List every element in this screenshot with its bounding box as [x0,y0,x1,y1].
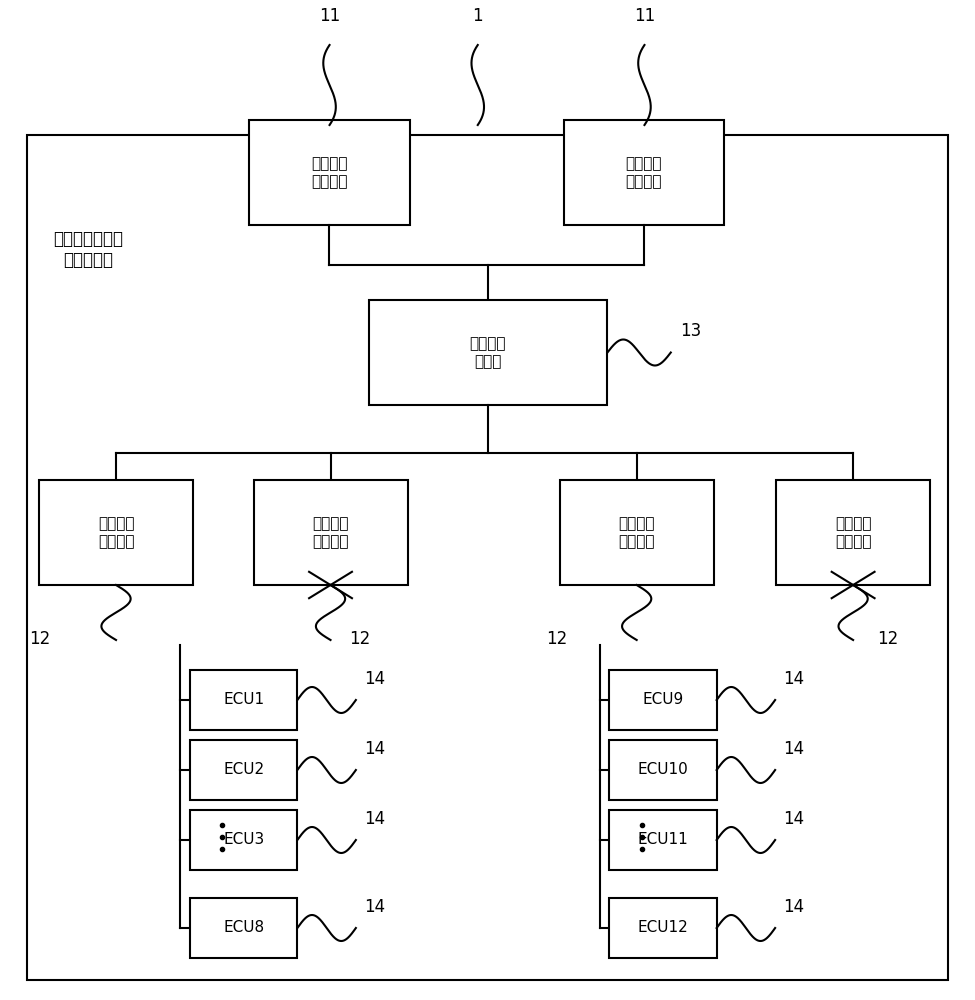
FancyBboxPatch shape [560,480,714,585]
Text: 基于以太网的车
载网关装置: 基于以太网的车 载网关装置 [53,230,123,269]
Text: 11: 11 [634,7,655,25]
Text: 第二类以
太网接口: 第二类以 太网接口 [835,516,872,549]
FancyBboxPatch shape [609,740,717,800]
FancyBboxPatch shape [190,740,297,800]
Text: 第一类以
太网接口: 第一类以 太网接口 [311,156,347,189]
Text: 14: 14 [783,670,804,688]
Text: 14: 14 [364,740,385,758]
Text: ECU11: ECU11 [638,832,688,848]
Text: 14: 14 [364,898,385,916]
Text: 第二类以
太网接口: 第二类以 太网接口 [98,516,135,549]
Text: ECU3: ECU3 [223,832,264,848]
FancyBboxPatch shape [190,670,297,730]
FancyBboxPatch shape [249,120,410,225]
Text: ECU8: ECU8 [223,920,264,936]
FancyBboxPatch shape [190,810,297,870]
Text: ECU9: ECU9 [643,692,683,708]
Text: 1: 1 [473,7,483,25]
Text: ECU12: ECU12 [638,920,688,936]
Text: 14: 14 [364,810,385,828]
FancyBboxPatch shape [609,670,717,730]
Text: 12: 12 [546,630,567,648]
FancyBboxPatch shape [609,898,717,958]
Text: 14: 14 [783,740,804,758]
Text: 14: 14 [783,810,804,828]
Text: 14: 14 [783,898,804,916]
FancyBboxPatch shape [776,480,930,585]
Text: 12: 12 [878,630,899,648]
FancyBboxPatch shape [254,480,408,585]
Text: ECU10: ECU10 [638,762,688,778]
Text: 12: 12 [349,630,371,648]
Text: 14: 14 [364,670,385,688]
Text: 第二类以
太网接口: 第二类以 太网接口 [618,516,655,549]
FancyBboxPatch shape [369,300,607,405]
FancyBboxPatch shape [564,120,724,225]
Text: 13: 13 [681,322,702,340]
Text: 11: 11 [319,7,340,25]
Text: 第二类以
太网接口: 第二类以 太网接口 [312,516,349,549]
Text: ECU2: ECU2 [223,762,264,778]
Text: 以太网转
发模块: 以太网转 发模块 [470,336,506,369]
FancyBboxPatch shape [39,480,193,585]
Text: 12: 12 [29,630,51,648]
Text: 第一类以
太网接口: 第一类以 太网接口 [626,156,662,189]
Text: ECU1: ECU1 [223,692,264,708]
FancyBboxPatch shape [190,898,297,958]
FancyBboxPatch shape [27,135,948,980]
FancyBboxPatch shape [609,810,717,870]
